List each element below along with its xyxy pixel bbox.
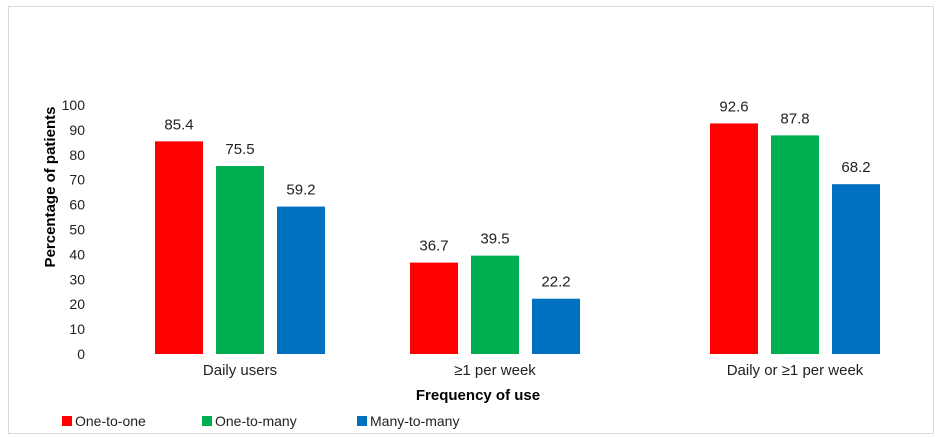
data-label: 22.2 (541, 274, 570, 291)
y-tick-label: 100 (62, 97, 86, 113)
y-tick-label: 10 (69, 321, 85, 337)
legend-swatch (357, 416, 367, 426)
data-label: 68.2 (841, 159, 870, 176)
legend-swatch (202, 416, 212, 426)
x-category-label: Daily users (203, 362, 277, 379)
bar-one-to-many-0 (216, 166, 264, 354)
y-axis-ticks: 0 10 20 30 40 50 60 70 80 90 100 (62, 97, 86, 362)
data-label: 36.7 (419, 238, 448, 255)
x-axis-title: Frequency of use (416, 387, 540, 404)
y-axis-title: Percentage of patients (42, 107, 59, 268)
bar-many-to-many-2 (832, 184, 880, 354)
bar-one-to-one-2 (710, 123, 758, 355)
bars (155, 123, 880, 355)
bar-one-to-many-2 (771, 135, 819, 354)
category-labels: Daily users ≥1 per week Daily or ≥1 per we… (203, 362, 864, 379)
chart-frame (8, 6, 934, 434)
data-label: 39.5 (480, 231, 509, 248)
y-tick-label: 60 (69, 197, 85, 213)
data-label: 75.5 (225, 141, 254, 158)
bar-many-to-many-1 (532, 298, 580, 354)
y-tick-label: 20 (69, 296, 85, 312)
y-tick-label: 90 (69, 122, 85, 138)
bar-one-to-one-0 (155, 141, 203, 354)
data-label: 87.8 (780, 110, 809, 127)
y-tick-label: 0 (77, 346, 85, 362)
y-tick-label: 40 (69, 246, 85, 262)
y-tick-label: 30 (69, 271, 85, 287)
y-tick-label: 50 (69, 222, 85, 238)
data-label: 85.4 (164, 116, 193, 133)
y-tick-label: 80 (69, 147, 85, 163)
legend-label: One-to-many (215, 413, 297, 429)
bar-one-to-many-1 (471, 255, 519, 354)
data-label: 92.6 (719, 98, 748, 115)
legend-label: One-to-one (75, 413, 146, 429)
data-label: 59.2 (286, 182, 315, 199)
value-labels: 85.4 75.5 59.2 36.7 39.5 22.2 92.6 87.8 68.2 (164, 98, 870, 290)
bar-many-to-many-0 (277, 206, 325, 354)
x-category-label: Daily or ≥1 per week (727, 362, 864, 379)
y-tick-label: 70 (69, 172, 85, 188)
x-category-label: ≥1 per week (454, 362, 536, 379)
legend-label: Many-to-many (370, 413, 459, 429)
bar-one-to-one-1 (410, 262, 458, 354)
legend-swatch (62, 416, 72, 426)
legend: One-to-one One-to-many Many-to-many (62, 413, 459, 429)
